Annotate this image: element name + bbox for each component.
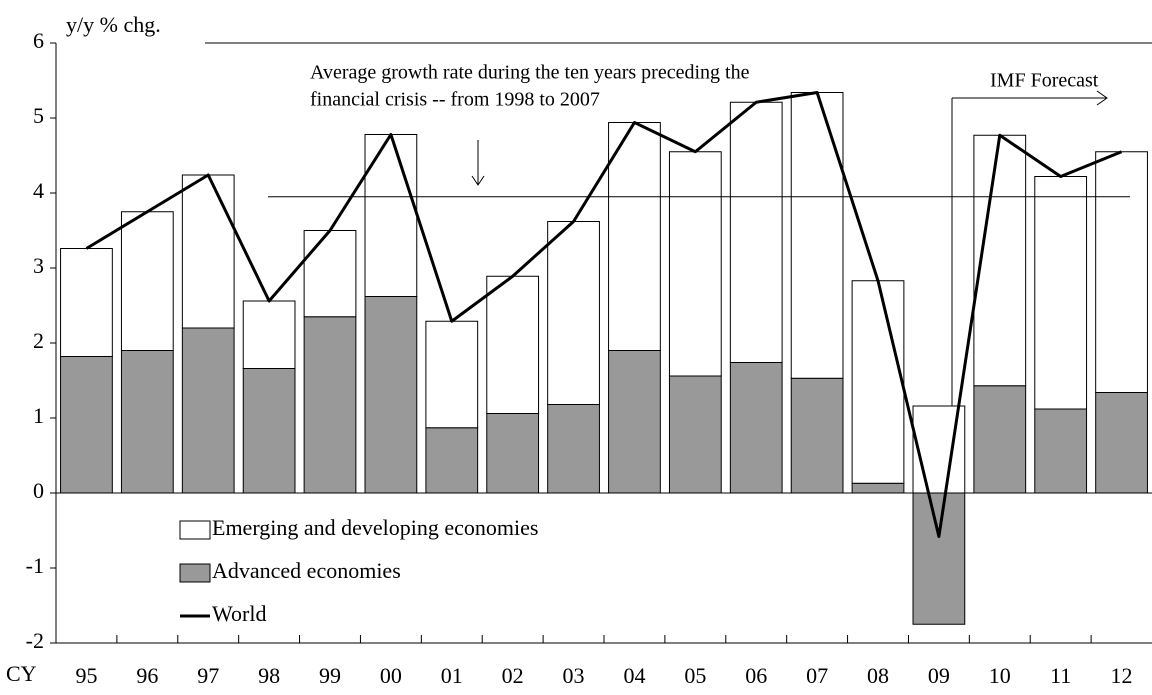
bar [729,101,783,363]
bar [60,248,113,357]
bar [120,350,174,494]
bar [486,413,540,494]
bar [1095,392,1148,494]
x-tick-label: 11 [1050,663,1071,688]
bar [303,230,357,318]
x-tick-label: 05 [684,663,706,688]
bar [181,174,235,329]
annotation: IMF Forecast [990,70,1099,92]
bar [425,320,479,429]
bar [303,316,357,494]
legend-background [178,516,678,546]
world-line [85,91,1123,538]
x-tick-label: 97 [197,663,219,688]
x-tick-label: 08 [867,663,889,688]
bar [60,356,113,494]
y-tick-label: 5 [33,103,44,128]
x-tick-label: 00 [380,663,402,688]
bar [364,134,418,297]
y-tick-label: 2 [33,328,44,353]
bar [242,300,296,369]
bar [668,151,722,377]
bar [851,482,905,494]
bar [1034,176,1088,410]
x-tick-label: 95 [75,663,97,688]
bar [851,280,905,484]
legend-label: World [212,601,266,626]
bar [486,275,540,414]
bar [973,134,1027,387]
legend-label: Emerging and developing economies [212,515,538,540]
bar [547,404,600,494]
x-axis-label: CY [6,661,37,686]
y-axis-label: y/y % chg. [66,12,161,37]
bar [668,375,722,494]
x-tick-label: 01 [441,663,463,688]
bar [973,385,1027,494]
x-tick-label: 02 [502,663,524,688]
annotation: financial crisis -- from 1998 to 2007 [310,89,600,111]
bar [912,492,966,625]
x-tick-label: 07 [806,663,828,688]
y-tick-label: 4 [33,178,44,203]
bar [242,368,296,494]
x-tick-label: 98 [258,663,280,688]
bar [425,427,479,494]
x-tick-label: 96 [136,663,158,688]
bar [608,122,661,351]
y-tick-label: -2 [26,628,44,653]
arrow-head [1096,90,1108,106]
x-tick-label: 10 [989,663,1011,688]
bar [1095,151,1148,393]
x-tick-label: 09 [928,663,950,688]
legend-background [178,602,678,632]
legend-label: Advanced economies [212,558,401,583]
y-tick-label: -1 [26,553,44,578]
x-tick-label: 06 [745,663,767,688]
bar [790,92,844,379]
legend-swatch [179,563,211,583]
legend-background [178,559,678,589]
bar [608,350,661,494]
x-tick-label: 12 [1111,663,1133,688]
bar [729,362,783,494]
y-tick-label: 6 [33,28,44,53]
bar [1034,408,1088,494]
y-tick-label: 3 [33,253,44,278]
annotation: Average growth rate during the ten years… [310,62,750,84]
y-tick-label: 1 [33,403,44,428]
legend-swatch [179,520,211,540]
y-tick-label: 0 [33,478,44,503]
bar [181,327,235,494]
arrow-head [471,175,485,186]
x-tick-label: 04 [623,663,645,688]
x-tick-label: 03 [563,663,585,688]
bar [364,296,418,494]
x-tick-label: 99 [319,663,341,688]
bar [547,221,600,405]
bar [120,211,174,351]
bar [790,377,844,494]
